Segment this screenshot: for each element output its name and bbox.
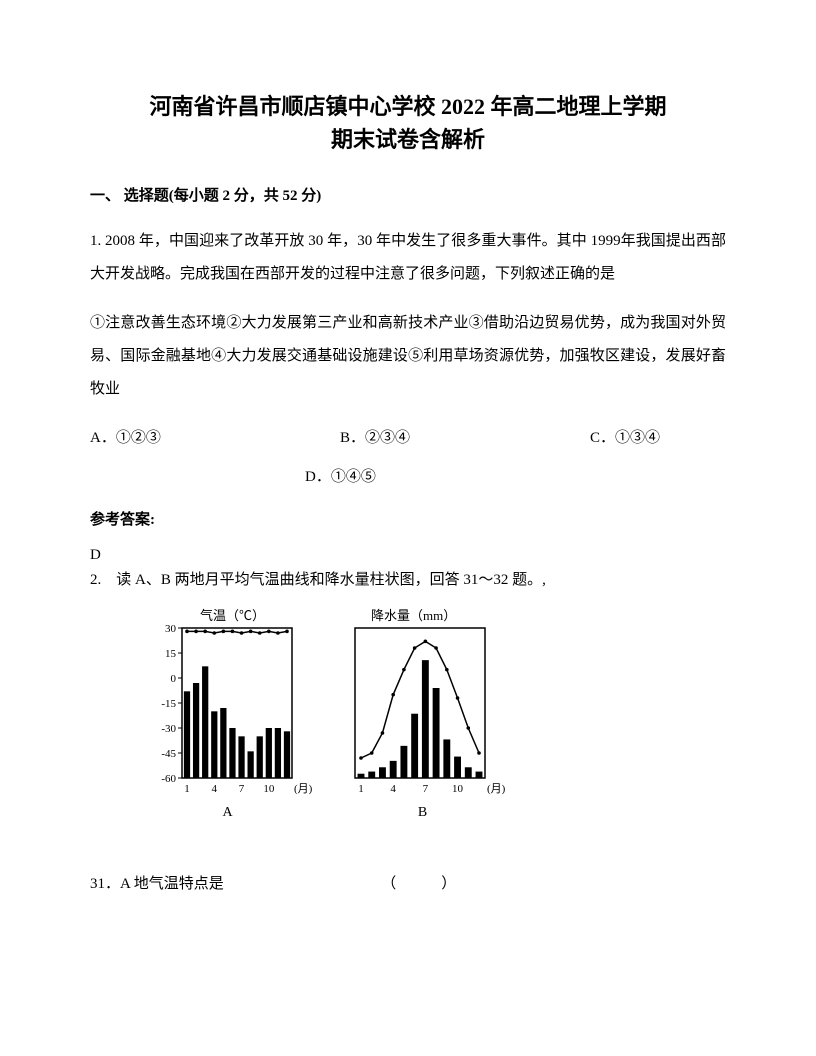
chart-b-label: B bbox=[418, 805, 427, 821]
svg-text:1: 1 bbox=[184, 783, 190, 795]
svg-text:15: 15 bbox=[165, 648, 177, 660]
charts-container: 气温（℃） 30 15 0 -15 -30 -45 -60 1 4 7 10 (月) A 降水量（mm）… bbox=[140, 606, 726, 821]
svg-text:-30: -30 bbox=[161, 723, 176, 735]
svg-text:(月): (月) bbox=[487, 783, 506, 795]
svg-text:4: 4 bbox=[212, 783, 218, 795]
svg-text:气温（℃）: 气温（℃） bbox=[200, 608, 265, 623]
q2-text: 2. 读 A、B 两地月平均气温曲线和降水量柱状图，回答 31～32 题。, bbox=[90, 567, 726, 594]
chart-a-label: A bbox=[222, 805, 232, 821]
svg-text:30: 30 bbox=[165, 623, 177, 635]
q31-spacing bbox=[228, 871, 378, 898]
option-a: A．①②③ bbox=[90, 422, 340, 455]
svg-text:(月): (月) bbox=[294, 783, 313, 795]
answer-value: D bbox=[90, 543, 726, 567]
svg-text:4: 4 bbox=[390, 783, 396, 795]
answer-label: 参考答案: bbox=[90, 508, 726, 529]
q31: 31．A 地气温特点是 （ ） bbox=[90, 871, 726, 898]
chart-a: 气温（℃） 30 15 0 -15 -30 -45 -60 1 4 7 10 (月) bbox=[140, 606, 315, 801]
section-header: 一、 选择题(每小题 2 分，共 52 分) bbox=[90, 184, 726, 205]
q1-paragraph-2: ①注意改善生态环境②大力发展第三产业和高新技术产业③借助沿边贸易优势，成为我国对… bbox=[90, 307, 726, 406]
svg-text:-15: -15 bbox=[161, 698, 176, 710]
svg-text:10: 10 bbox=[452, 783, 464, 795]
chart-a-wrapper: 气温（℃） 30 15 0 -15 -30 -45 -60 1 4 7 10 (月) A bbox=[140, 606, 315, 821]
svg-text:降水量（mm）: 降水量（mm） bbox=[371, 608, 456, 623]
q1-paragraph-1: 1. 2008 年，中国迎来了改革开放 30 年，30 年中发生了很多重大事件。… bbox=[90, 225, 726, 291]
exam-title: 河南省许昌市顺店镇中心学校 2022 年高二地理上学期 期末试卷含解析 bbox=[90, 90, 726, 156]
svg-text:0: 0 bbox=[171, 673, 177, 685]
option-c: C．①③④ bbox=[590, 422, 726, 455]
title-line-2: 期末试卷含解析 bbox=[90, 123, 726, 156]
svg-text:10: 10 bbox=[263, 783, 275, 795]
svg-text:-45: -45 bbox=[161, 748, 176, 760]
option-b: B．②③④ bbox=[340, 422, 590, 455]
chart-b-wrapper: 降水量（mm） 1 4 7 10 (月) B bbox=[335, 606, 510, 821]
svg-text:-60: -60 bbox=[161, 773, 176, 785]
svg-text:7: 7 bbox=[239, 783, 245, 795]
option-d: D．①④⑤ bbox=[90, 461, 726, 494]
svg-text:1: 1 bbox=[358, 783, 364, 795]
q31-paren: （ ） bbox=[381, 876, 456, 892]
options-row: A．①②③ B．②③④ C．①③④ bbox=[90, 422, 726, 455]
svg-text:7: 7 bbox=[423, 783, 429, 795]
chart-b: 降水量（mm） 1 4 7 10 (月) bbox=[335, 606, 510, 801]
title-line-1: 河南省许昌市顺店镇中心学校 2022 年高二地理上学期 bbox=[90, 90, 726, 123]
q31-text: 31．A 地气温特点是 bbox=[90, 876, 224, 892]
